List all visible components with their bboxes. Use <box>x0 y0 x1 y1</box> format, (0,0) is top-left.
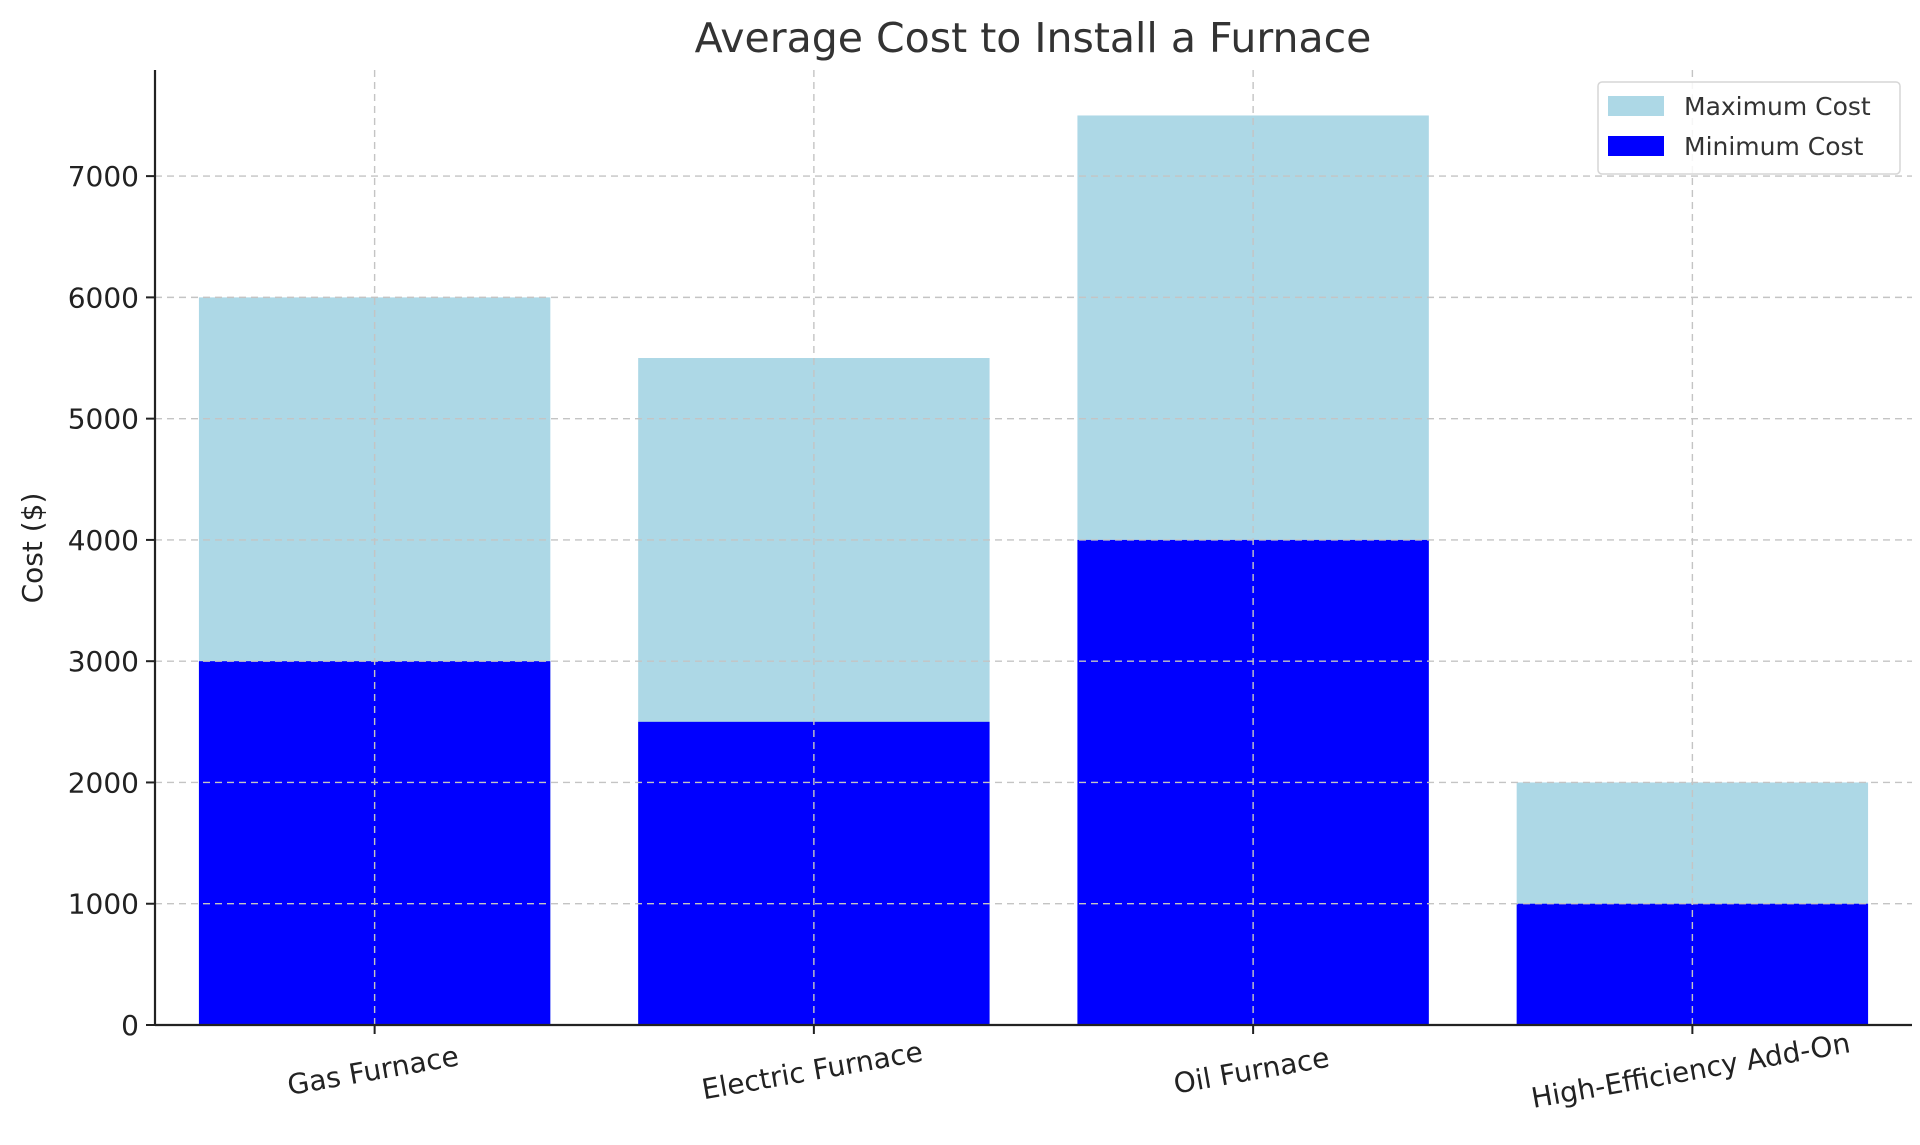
y-tick-label: 0 <box>121 1009 139 1042</box>
y-axis-label: Cost ($) <box>16 493 49 604</box>
bars <box>198 115 1869 1025</box>
y-tick-label: 3000 <box>68 645 139 678</box>
legend-label: Maximum Cost <box>1684 92 1871 121</box>
x-tick-label: Electric Furnace <box>699 1035 925 1106</box>
y-tick-label: 6000 <box>68 281 139 314</box>
legend-swatch <box>1608 96 1664 116</box>
y-tick-label: 1000 <box>68 888 139 921</box>
x-tick-label: Oil Furnace <box>1171 1041 1332 1101</box>
y-tick-label: 7000 <box>68 160 139 193</box>
y-ticks: 0 1000 2000 3000 4000 5000 6000 7000 <box>68 160 155 1042</box>
grid-lines <box>155 70 1912 1025</box>
legend-box <box>1597 81 1901 175</box>
x-tick-label: High-Efficiency Add-On <box>1529 1026 1853 1115</box>
axes <box>153 70 1912 1027</box>
x-ticks: Gas Furnace Electric Furnace Oil Furnace Hi… <box>285 1025 1853 1115</box>
legend-swatch <box>1608 136 1664 156</box>
y-tick-label: 4000 <box>68 524 139 557</box>
chart-title: Average Cost to Install a Furnace <box>695 14 1372 62</box>
y-tick-label: 2000 <box>68 766 139 799</box>
legend: Maximum Cost Minimum Cost <box>1597 81 1901 175</box>
y-tick-label: 5000 <box>68 403 139 436</box>
legend-label: Minimum Cost <box>1684 132 1864 161</box>
x-tick-label: Gas Furnace <box>285 1039 461 1102</box>
